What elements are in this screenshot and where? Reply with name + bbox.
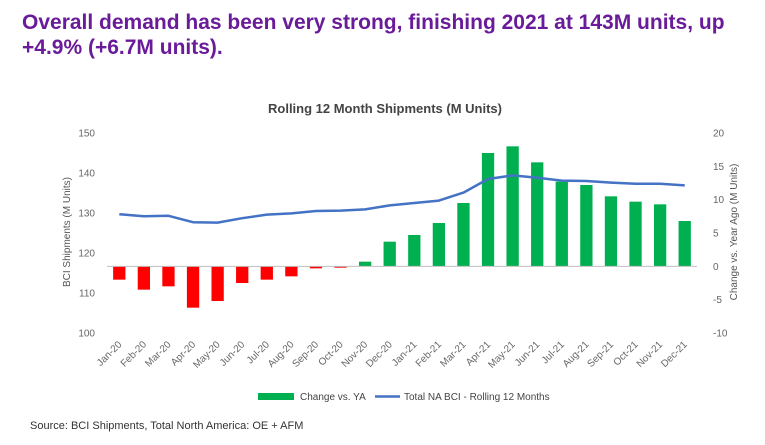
y-left-tick-100: 100 [78,329,95,340]
y-right-tick--10: -10 [713,329,728,340]
bar-may-21 [506,146,519,267]
legend-label-change-vs-ya: Change vs. YA [300,392,366,403]
bar-dec-20 [383,241,396,267]
y-right-tick-15: 15 [713,162,725,173]
legend: Change vs. YA Total NA BCI - Rolling 12 … [258,392,550,403]
bar-sep-20 [309,266,323,269]
x-tick-nov-21: Nov-21 [635,339,666,370]
x-tick-feb-20: Feb-20 [119,339,149,369]
y-right-tick-10: 10 [713,195,725,206]
bar-mar-20 [162,266,175,287]
legend-label-total-na-bci: Total NA BCI - Rolling 12 Months [404,392,550,403]
y-axis-left-title: BCI Shipments (M Units) [62,177,73,287]
y-left-tick-130: 130 [78,209,95,220]
headline: Overall demand has been very strong, fin… [22,11,725,59]
y-left-tick-150: 150 [78,129,95,140]
bar-aug-21 [580,185,593,267]
bar-oct-21 [629,201,642,267]
y-left-tick-110: 110 [79,289,95,300]
x-tick-dec-20: Dec-20 [364,339,395,370]
bar-aug-20 [285,266,298,277]
x-tick-may-21: May-21 [486,339,518,371]
x-tick-mar-20: Mar-20 [143,339,173,369]
bar-jul-21 [555,181,568,267]
bar-nov-21 [653,204,667,267]
x-tick-sep-20: Sep-20 [290,339,321,370]
series-line-total-na-bci [119,174,685,224]
x-tick-may-20: May-20 [191,339,223,371]
x-tick-jun-21: Jun-21 [513,339,543,369]
x-tick-sep-21: Sep-21 [585,339,616,370]
x-tick-aug-21: Aug-21 [561,339,592,370]
bar-dec-21 [678,221,691,267]
y-right-tick-5: 5 [713,229,719,240]
chart-title: Rolling 12 Month Shipments (M Units) [268,101,502,116]
bar-sep-21 [604,196,618,267]
bar-jan-21 [408,235,421,267]
y-left-tick-140: 140 [78,169,95,180]
bar-jun-20 [236,266,249,283]
bar-mar-21 [457,203,470,267]
bar-feb-20 [137,266,151,290]
x-tick-jun-20: Jun-20 [218,339,248,369]
x-tick-dec-21: Dec-21 [659,339,690,370]
x-tick-feb-21: Feb-21 [414,339,444,369]
x-tick-nov-20: Nov-20 [340,339,371,370]
x-tick-aug-20: Aug-20 [266,339,297,370]
y-right-tick--5: -5 [713,295,722,306]
bar-oct-20 [334,266,347,268]
bar-apr-21 [481,153,495,267]
y-right-tick-20: 20 [713,129,725,140]
y-axis-right-title: Change vs. Year Ago (M Units) [729,164,740,301]
bar-feb-21 [432,223,446,267]
bar-may-20 [211,266,224,301]
bar-nov-20 [358,261,372,267]
y-right-tick-0: 0 [713,262,719,273]
bar-jan-20 [113,266,126,280]
legend-swatch-change-vs-ya [258,393,294,400]
bar-jun-21 [531,162,544,267]
source-note: Source: BCI Shipments, Total North Ameri… [30,420,304,432]
y-left-tick-120: 120 [78,249,95,260]
bar-apr-20 [186,266,200,308]
x-tick-mar-21: Mar-21 [438,339,468,369]
bar-jul-20 [260,266,273,280]
